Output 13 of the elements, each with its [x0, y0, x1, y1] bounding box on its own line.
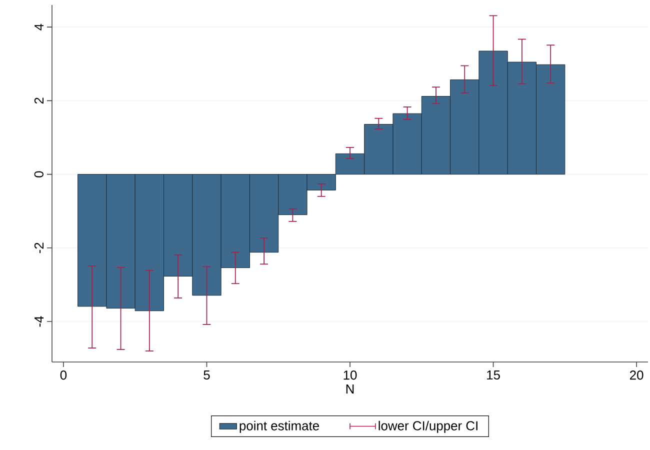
y-tick-label: 4 — [34, 24, 44, 30]
x-tick-label: 0 — [60, 370, 67, 380]
y-tick-label: 2 — [34, 98, 44, 104]
x-tick-label: 10 — [344, 370, 357, 380]
y-tick-label: -2 — [34, 242, 44, 254]
legend-label: point estimate — [240, 420, 319, 433]
text: lower CI/upper CI — [378, 420, 478, 433]
y-tick-label: -4 — [34, 316, 44, 327]
y-tick-label: 0 — [34, 171, 44, 178]
x-tick-label: 5 — [204, 370, 210, 380]
x-tick-label: 20 — [630, 370, 644, 380]
x-axis-title: N — [346, 384, 354, 394]
x-tick-label: 15 — [487, 370, 500, 380]
